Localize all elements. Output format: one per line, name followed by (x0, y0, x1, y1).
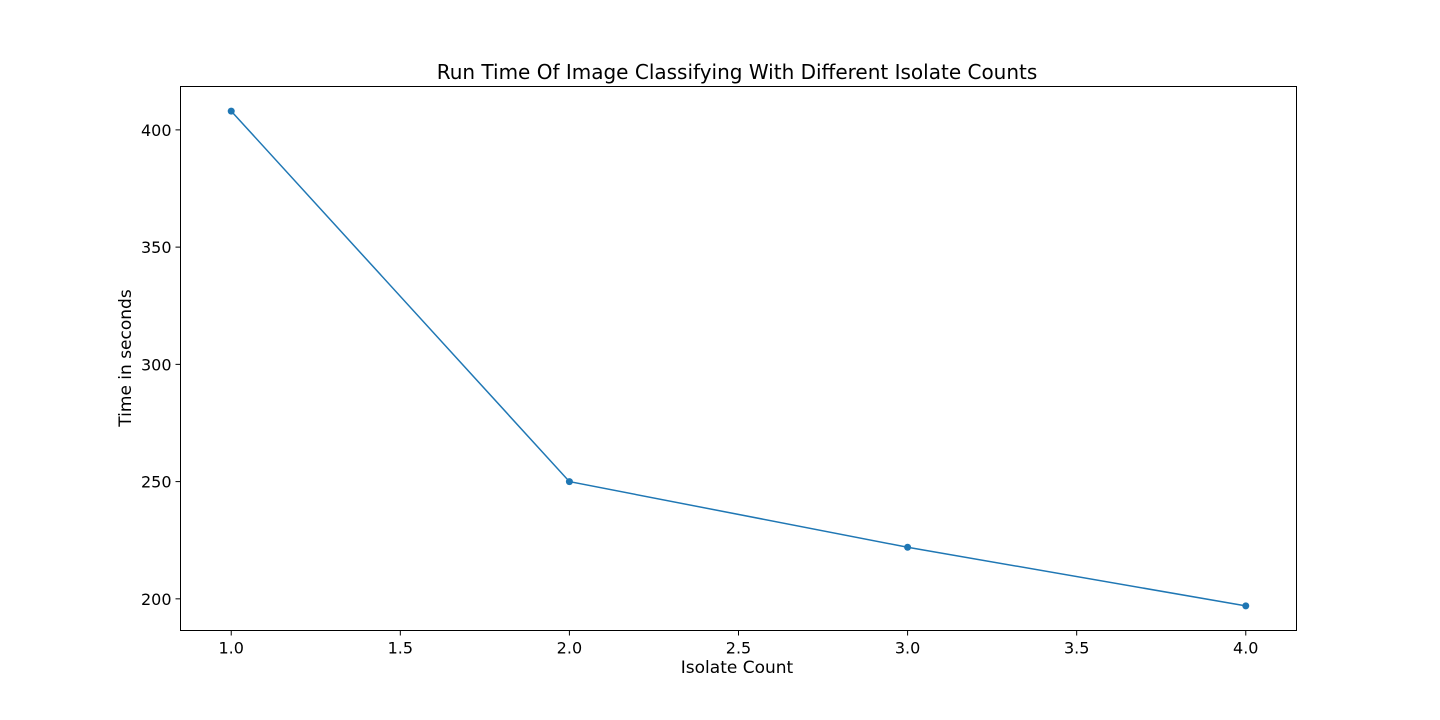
x-tick-label: 3.0 (895, 639, 920, 658)
x-tick-label: 4.0 (1233, 639, 1258, 658)
y-tick-label: 400 (141, 121, 172, 140)
chart-title: Run Time Of Image Classifying With Diffe… (437, 60, 1038, 84)
y-tick-label: 200 (141, 590, 172, 609)
data-point (565, 478, 573, 486)
x-axis-label: Isolate Count (681, 658, 794, 678)
y-axis: 200 250 300 350 400 (141, 121, 181, 609)
y-tick-label: 350 (141, 238, 172, 257)
x-axis: 1.0 1.5 2.0 2.5 3.0 3.5 4.0 (219, 630, 1258, 658)
x-tick-label: 1.0 (219, 639, 244, 658)
x-tick-label: 2.5 (726, 639, 751, 658)
y-axis-label: Time in seconds (116, 289, 136, 428)
data-point (227, 107, 235, 115)
series-layer (227, 107, 1250, 610)
x-tick-label: 2.0 (557, 639, 582, 658)
plot-area-frame (180, 86, 1297, 631)
x-tick-label: 3.5 (1064, 639, 1089, 658)
data-point (1242, 602, 1250, 610)
data-point (904, 543, 912, 551)
x-tick-label: 1.5 (388, 639, 413, 658)
y-tick-label: 300 (141, 355, 172, 374)
y-tick-label: 250 (141, 473, 172, 492)
series-line (230, 110, 1246, 607)
